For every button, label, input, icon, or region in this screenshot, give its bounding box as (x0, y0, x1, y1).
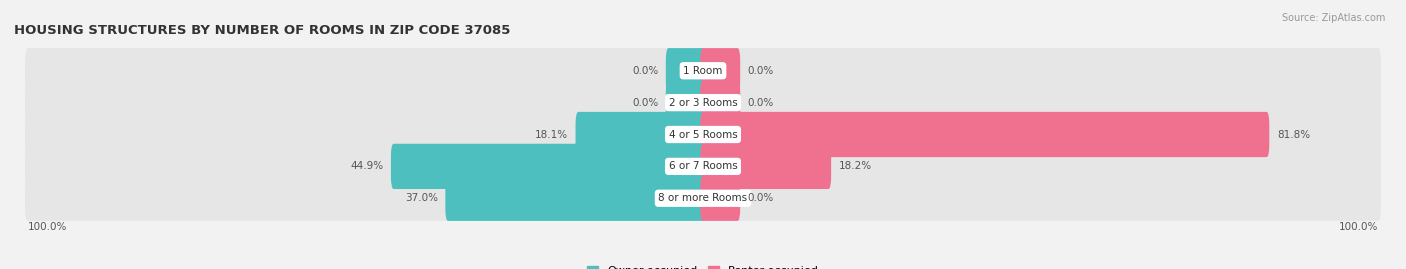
Text: 18.2%: 18.2% (839, 161, 872, 171)
Text: 1 Room: 1 Room (683, 66, 723, 76)
FancyBboxPatch shape (700, 144, 831, 189)
FancyBboxPatch shape (575, 112, 706, 157)
Text: 0.0%: 0.0% (748, 66, 775, 76)
Text: 81.8%: 81.8% (1277, 129, 1310, 140)
FancyBboxPatch shape (25, 176, 1381, 221)
Text: 100.0%: 100.0% (28, 222, 67, 232)
FancyBboxPatch shape (700, 80, 740, 125)
FancyBboxPatch shape (25, 80, 1381, 125)
Text: 0.0%: 0.0% (631, 98, 658, 108)
Text: 37.0%: 37.0% (405, 193, 437, 203)
Text: HOUSING STRUCTURES BY NUMBER OF ROOMS IN ZIP CODE 37085: HOUSING STRUCTURES BY NUMBER OF ROOMS IN… (14, 24, 510, 37)
FancyBboxPatch shape (700, 112, 1270, 157)
FancyBboxPatch shape (25, 112, 1381, 157)
Text: 8 or more Rooms: 8 or more Rooms (658, 193, 748, 203)
Text: 100.0%: 100.0% (1339, 222, 1378, 232)
Text: 44.9%: 44.9% (350, 161, 384, 171)
FancyBboxPatch shape (391, 144, 706, 189)
Text: Source: ZipAtlas.com: Source: ZipAtlas.com (1281, 13, 1385, 23)
Legend: Owner-occupied, Renter-occupied: Owner-occupied, Renter-occupied (582, 261, 824, 269)
Text: 18.1%: 18.1% (534, 129, 568, 140)
Text: 0.0%: 0.0% (748, 193, 775, 203)
FancyBboxPatch shape (666, 80, 706, 125)
Text: 0.0%: 0.0% (631, 66, 658, 76)
Text: 0.0%: 0.0% (748, 98, 775, 108)
FancyBboxPatch shape (700, 176, 740, 221)
FancyBboxPatch shape (25, 144, 1381, 189)
Text: 4 or 5 Rooms: 4 or 5 Rooms (669, 129, 737, 140)
Text: 2 or 3 Rooms: 2 or 3 Rooms (669, 98, 737, 108)
FancyBboxPatch shape (666, 48, 706, 93)
FancyBboxPatch shape (446, 176, 706, 221)
FancyBboxPatch shape (25, 48, 1381, 93)
FancyBboxPatch shape (700, 48, 740, 93)
Text: 6 or 7 Rooms: 6 or 7 Rooms (669, 161, 737, 171)
